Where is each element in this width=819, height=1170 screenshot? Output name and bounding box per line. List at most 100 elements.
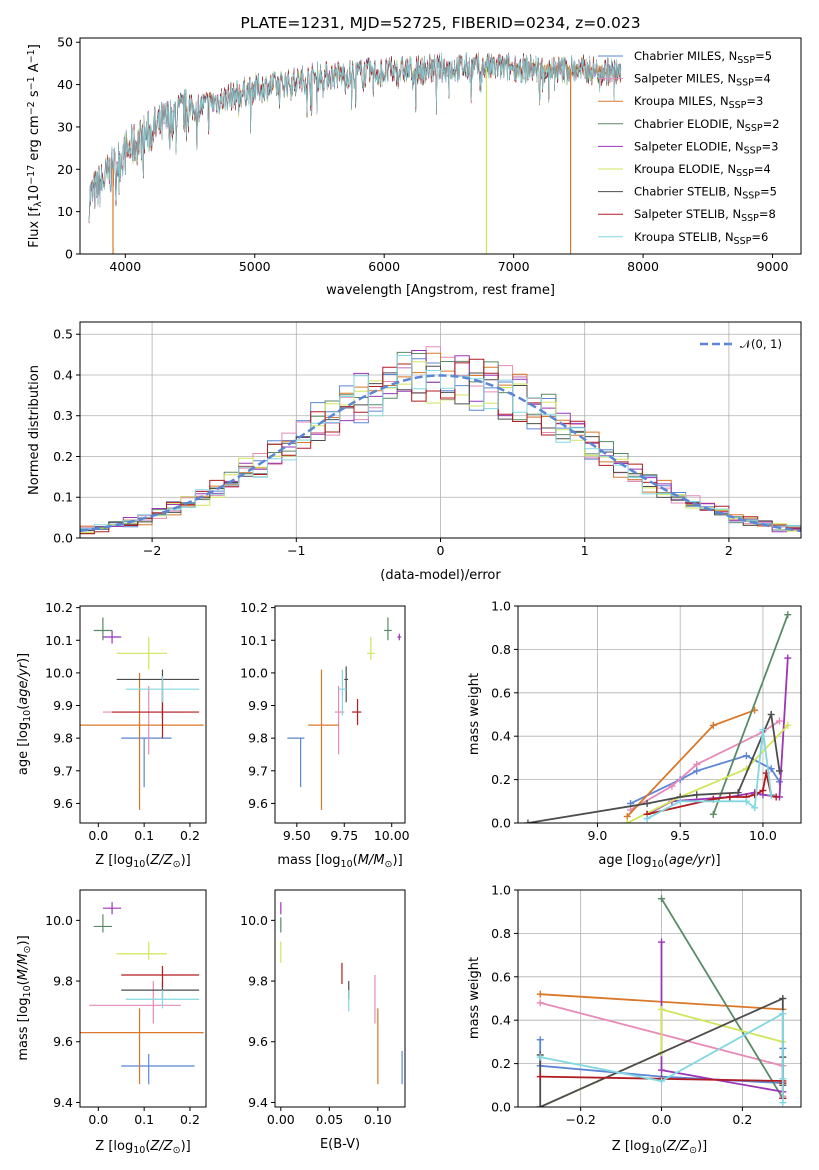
label-part: 10 <box>22 985 33 997</box>
y-tick-label: 9.8 <box>53 974 73 989</box>
normal-curve <box>80 374 801 533</box>
label-part: erg cm <box>27 115 42 164</box>
y-tick-label: 10.1 <box>240 633 268 648</box>
label-part: )] <box>697 1139 707 1154</box>
y-tick-label: 0.4 <box>53 367 73 382</box>
legend-entry: Salpeter STELIB, NSSP=8 <box>634 207 776 224</box>
label-part: A <box>27 63 42 76</box>
axes-frame <box>79 321 802 539</box>
axes-frame <box>274 889 406 1108</box>
y-tick-label: 10.0 <box>45 913 73 928</box>
label-part: Z [log <box>95 1139 133 1154</box>
y-tick-label: 10.2 <box>45 600 73 615</box>
x-tick-label: 7000 <box>498 259 530 274</box>
x-tick-label: −2 <box>143 543 161 558</box>
y-tick-label: 9.7 <box>53 763 73 778</box>
label-part: 10 <box>133 859 145 870</box>
x-tick-label: 9.75 <box>330 828 358 843</box>
x-tick-label: 2 <box>725 543 733 558</box>
y-tick-label: 9.8 <box>248 731 268 746</box>
label-part: N <box>732 207 741 221</box>
label-part: )] <box>16 935 31 945</box>
age-mass-panel: 9.50 9.75 10.00 9.6 9.7 9.8 9.9 10.0 10.1 10.2 <box>240 600 409 843</box>
label-part: mass [log <box>16 997 31 1060</box>
x-axis-label: age [log10(age/yr)] <box>598 853 720 870</box>
y-tick-label: 9.6 <box>53 1034 73 1049</box>
spectrum-panel: 4000 5000 6000 7000 8000 9000 0 10 20 30 40 50 <box>57 35 802 274</box>
y-tick-label: 9.7 <box>248 763 268 778</box>
y-tick-label: 9.6 <box>53 796 73 811</box>
y-tick-label: 9.9 <box>248 698 268 713</box>
label-part: M/M <box>16 953 31 980</box>
label-part: N <box>734 185 743 199</box>
label-part: SSP <box>744 145 762 156</box>
legend-entry: Salpeter ELODIE, NSSP=3 <box>634 139 778 156</box>
weight-line-chabrier_elodie <box>660 898 784 1099</box>
label-part: =4 <box>754 162 771 176</box>
y-axis-label: Normed distribution <box>27 365 42 495</box>
label-part: Z/Z <box>149 1139 173 1154</box>
label-part: −2 <box>26 101 37 115</box>
label-part: )] <box>393 853 403 868</box>
y-tick-label: 0.2 <box>491 1056 511 1071</box>
y-tick-label: 9.8 <box>53 731 73 746</box>
y-tick-label: 9.8 <box>248 974 268 989</box>
y-tick-label: 0.6 <box>491 685 511 700</box>
y-axis-label: mass weight <box>467 957 482 1039</box>
x-axis-label: Z [log10(Z/Z⊙)] <box>95 853 190 870</box>
x-tick-label: 1 <box>581 543 589 558</box>
label-part: SSP <box>742 190 760 201</box>
x-tick-label: 9.0 <box>587 828 607 843</box>
x-tick-label: 0.1 <box>134 1112 154 1127</box>
label-part: ( <box>145 853 150 868</box>
label-part: =3 <box>761 139 778 153</box>
label-part: ( <box>16 705 31 710</box>
legend-entry: Kroupa ELODIE, NSSP=4 <box>634 162 771 179</box>
x-tick-label: 0.2 <box>180 828 200 843</box>
label-part: Kroupa STELIB, <box>634 230 725 244</box>
y-tick-label: 0 <box>65 247 73 262</box>
y-tick-label: 0.3 <box>53 408 73 423</box>
label-part: =5 <box>755 49 772 63</box>
label-part: Flux [f <box>27 207 42 248</box>
weight-line-chabrier_elodie <box>712 614 789 815</box>
x-axis-label: E(B-V) <box>320 1137 360 1152</box>
label-part: )] <box>710 853 720 868</box>
spectrum-lines <box>88 51 622 254</box>
label-part: −1 <box>26 49 37 63</box>
label-part: SSP <box>736 77 754 88</box>
y-tick-label: 10.1 <box>45 633 73 648</box>
y-tick-label: 1.0 <box>491 599 511 614</box>
x-tick-label: 0.05 <box>315 1112 343 1127</box>
x-tick-label: 9.5 <box>670 828 690 843</box>
y-tick-label: 0.0 <box>491 1100 511 1115</box>
y-tick-label: 20 <box>57 162 73 177</box>
y-tick-label: 9.9 <box>53 698 73 713</box>
axes-frame <box>79 37 802 255</box>
label-part: N <box>725 230 734 244</box>
label-part: Kroupa MILES, <box>634 94 720 108</box>
y-tick-label: 30 <box>57 119 73 134</box>
weight-lines <box>524 611 792 823</box>
x-tick-label: 9.50 <box>283 828 311 843</box>
label-part: SSP <box>736 168 754 179</box>
x-tick-label: 0.1 <box>134 828 154 843</box>
label-part: 10 <box>27 185 42 202</box>
label-part: =8 <box>759 207 776 221</box>
axes-frame <box>79 889 207 1108</box>
weight-line-chabrier_stelib <box>527 711 781 823</box>
x-axis-label: (data-model)/error <box>380 568 501 583</box>
label-part: age [log <box>598 853 651 868</box>
y-tick-label: 0.4 <box>491 729 511 744</box>
errorbars <box>280 902 403 1085</box>
label-part: age/yr <box>669 853 712 868</box>
legend-entry: Chabrier MILES, NSSP=5 <box>634 49 772 66</box>
label-part: SSP <box>729 100 747 111</box>
y-tick-label: 10.0 <box>240 665 268 680</box>
label-part: 10 <box>652 859 664 870</box>
x-tick-label: 0.0 <box>652 1112 672 1127</box>
weight-line-kroupa_elodie <box>626 724 789 823</box>
x-tick-label: 5000 <box>239 259 271 274</box>
